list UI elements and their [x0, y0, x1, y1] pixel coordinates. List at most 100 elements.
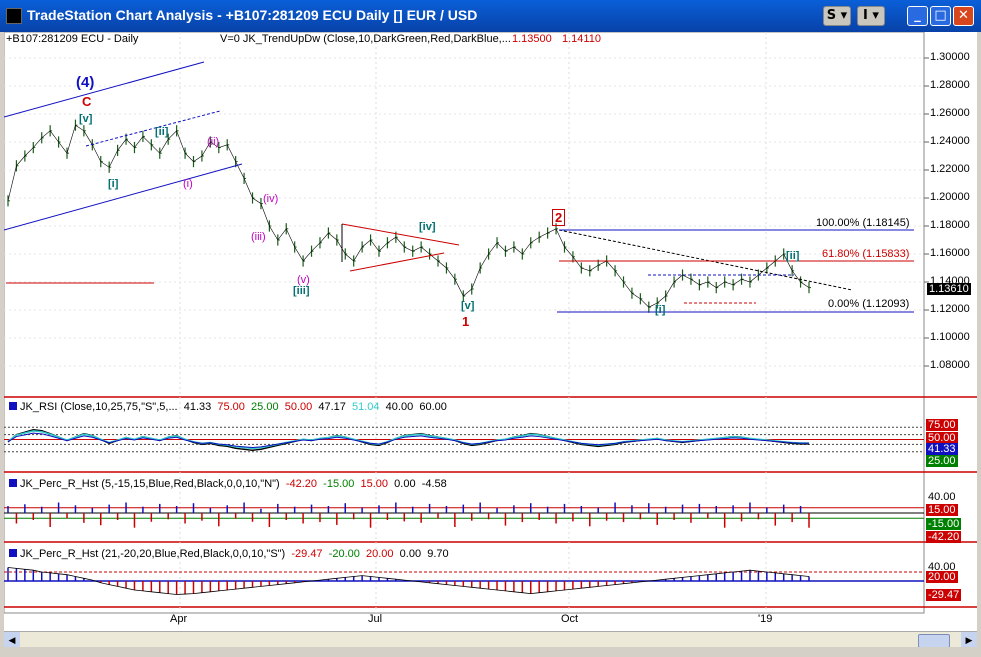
price-tick-label-0: 1.30000 [930, 51, 970, 63]
perc-r1-v3: 15.00 [360, 478, 389, 490]
fib-618-label: 61.80% (1.15833) [822, 248, 910, 260]
upper-channel-line [4, 61, 205, 118]
price-line [7, 124, 810, 308]
rsi-panel-icon [9, 402, 17, 410]
chart-svg [4, 32, 977, 614]
perc-r1-v5: -4.58 [421, 478, 447, 490]
symbol-menu-label: S [826, 8, 837, 23]
perc-r2-tag-m29: -29.47 [926, 589, 962, 601]
perc-r2-tag-20: 20.00 [926, 571, 958, 583]
window-title: TradeStation Chart Analysis - +B107:2812… [27, 7, 478, 23]
rsi-tag-75: 75.00 [926, 419, 958, 431]
scroll-left-icon[interactable]: ◀ [4, 632, 20, 648]
rsi-v5: 47.17 [318, 401, 346, 413]
app-icon [6, 8, 22, 24]
triangle-upper-line [341, 223, 460, 246]
wave-label-4: (4) [76, 74, 95, 91]
wave-label-2: 2 [552, 209, 566, 226]
rsi-tag-current: 41.33 [926, 443, 958, 455]
mid-channel-line [85, 110, 221, 147]
wave-label-i: [i] [108, 178, 119, 190]
fib-100-label: 100.00% (1.18145) [816, 217, 910, 229]
price-tick-label-1: 1.28000 [930, 79, 970, 91]
perc-r2-v4: 0.00 [399, 548, 422, 560]
triangle-lower-line [349, 252, 445, 272]
rsi-avg-line [7, 432, 809, 449]
price-tick-label-11: 1.08000 [930, 359, 970, 371]
insert-menu-button[interactable]: I ▾ [857, 6, 885, 26]
indicator-value-2: 1.14110 [562, 33, 601, 45]
wave-label-ii-sq-2: [ii] [786, 250, 800, 262]
lower-channel-line [4, 163, 243, 231]
price-tick-label-5: 1.20000 [930, 191, 970, 203]
wave-label-i-paren: (i) [183, 178, 193, 190]
rsi-v4: 50.00 [284, 401, 313, 413]
indicator-value-1: 1.13500 [512, 33, 552, 45]
minimize-icon[interactable]: _ [907, 6, 928, 26]
perc-r1-panel-icon [9, 479, 17, 487]
rsi-v2: 75.00 [217, 401, 245, 413]
maximize-icon[interactable]: □ [930, 6, 951, 26]
wave-label-v-top: [v] [79, 113, 93, 125]
price-tick-label-6: 1.18000 [930, 219, 970, 231]
perc-r2-v5: 9.70 [427, 548, 449, 560]
price-tick-label-2: 1.26000 [930, 107, 970, 119]
downtrend-line [558, 229, 853, 291]
rsi-tag-25: 25.00 [926, 455, 958, 467]
perc-r2-panel-icon [9, 549, 17, 557]
wave-label-1: 1 [462, 314, 470, 329]
rsi-v6: 51.04 [352, 401, 380, 413]
perc-r2-v1: -29.47 [291, 548, 323, 560]
close-icon[interactable]: ✕ [953, 6, 974, 26]
status-bar [0, 647, 981, 657]
perc-r1-v4: 0.00 [394, 478, 416, 490]
trend-indicator-label: V=0 JK_TrendUpDw (Close,10,DarkGreen,Red… [220, 33, 511, 45]
symbol-menu-button[interactable]: S ▾ [823, 6, 851, 26]
wave-label-v-sq: [v] [461, 300, 475, 312]
price-tick-label-4: 1.22000 [930, 163, 970, 175]
perc-r1-name: JK_Perc_R_Hst (5,-15,15,Blue,Red,Black,0… [20, 478, 280, 490]
perc-r1-tag-15: 15.00 [926, 504, 958, 516]
rsi-v3: 25.00 [251, 401, 279, 413]
rsi-v7: 40.00 [385, 401, 414, 413]
perc-r1-v2: -15.00 [323, 478, 355, 490]
perc-r1-tag-m15: -15.00 [926, 518, 962, 530]
last-price-tag: 1.13610 [927, 283, 971, 295]
wave-label-iv-paren: (iv) [263, 193, 279, 205]
wave-label-ii: [ii] [155, 126, 169, 138]
wave-label-iii-paren: (iii) [251, 231, 266, 243]
perc-r1-tag-m42: -42.20 [926, 531, 962, 543]
perc-r1-v1: -42.20 [285, 478, 318, 490]
wave-label-iii-sq: [iii] [293, 285, 310, 297]
price-tick-label-3: 1.24000 [930, 135, 970, 147]
symbol-label: +B107:281209 ECU - Daily [6, 33, 139, 45]
perc-r1-indicator-label: JK_Perc_R_Hst (5,-15,15,Blue,Red,Black,0… [9, 478, 447, 490]
x-axis-oct: Oct [561, 613, 579, 625]
wave-label-i-sq-2: [i] [655, 304, 666, 316]
perc-r2-v3: 20.00 [366, 548, 394, 560]
horizontal-scrollbar[interactable]: ◀ ▶ [4, 631, 977, 648]
x-axis-jul: Jul [368, 613, 383, 625]
wave-label-v-paren: (v) [297, 274, 310, 286]
perc-r2-tag-40: 40.00 [928, 561, 956, 573]
price-tick-label-9: 1.12000 [930, 303, 970, 315]
chart-area[interactable]: +B107:281209 ECU - Daily V=0 JK_TrendUpD… [4, 32, 977, 638]
perc-r2-line [7, 567, 810, 595]
perc-r2-indicator-label: JK_Perc_R_Hst (21,-20,20,Blue,Red,Black,… [9, 548, 449, 560]
rsi-tag-50: 50.00 [926, 432, 958, 444]
price-tick-label-7: 1.16000 [930, 247, 970, 259]
wave-label-ii-paren: (ii) [207, 136, 220, 148]
rsi-name: JK_RSI (Close,10,25,75,"S",5,... [20, 401, 178, 413]
scroll-thumb[interactable] [918, 634, 950, 648]
rsi-v8: 60.00 [419, 401, 447, 413]
x-axis-apr: Apr [170, 613, 188, 625]
scroll-right-icon[interactable]: ▶ [961, 632, 977, 648]
rsi-indicator-label: JK_RSI (Close,10,25,75,"S",5,... 41.33 7… [9, 401, 447, 413]
title-bar[interactable]: TradeStation Chart Analysis - +B107:2812… [0, 0, 981, 32]
price-tick-label-10: 1.10000 [930, 331, 970, 343]
perc-r1-tag-40: 40.00 [928, 491, 956, 503]
insert-menu-label: I [863, 8, 868, 23]
wave-label-iv-sq: [iv] [419, 221, 436, 233]
rsi-v1: 41.33 [183, 401, 212, 413]
